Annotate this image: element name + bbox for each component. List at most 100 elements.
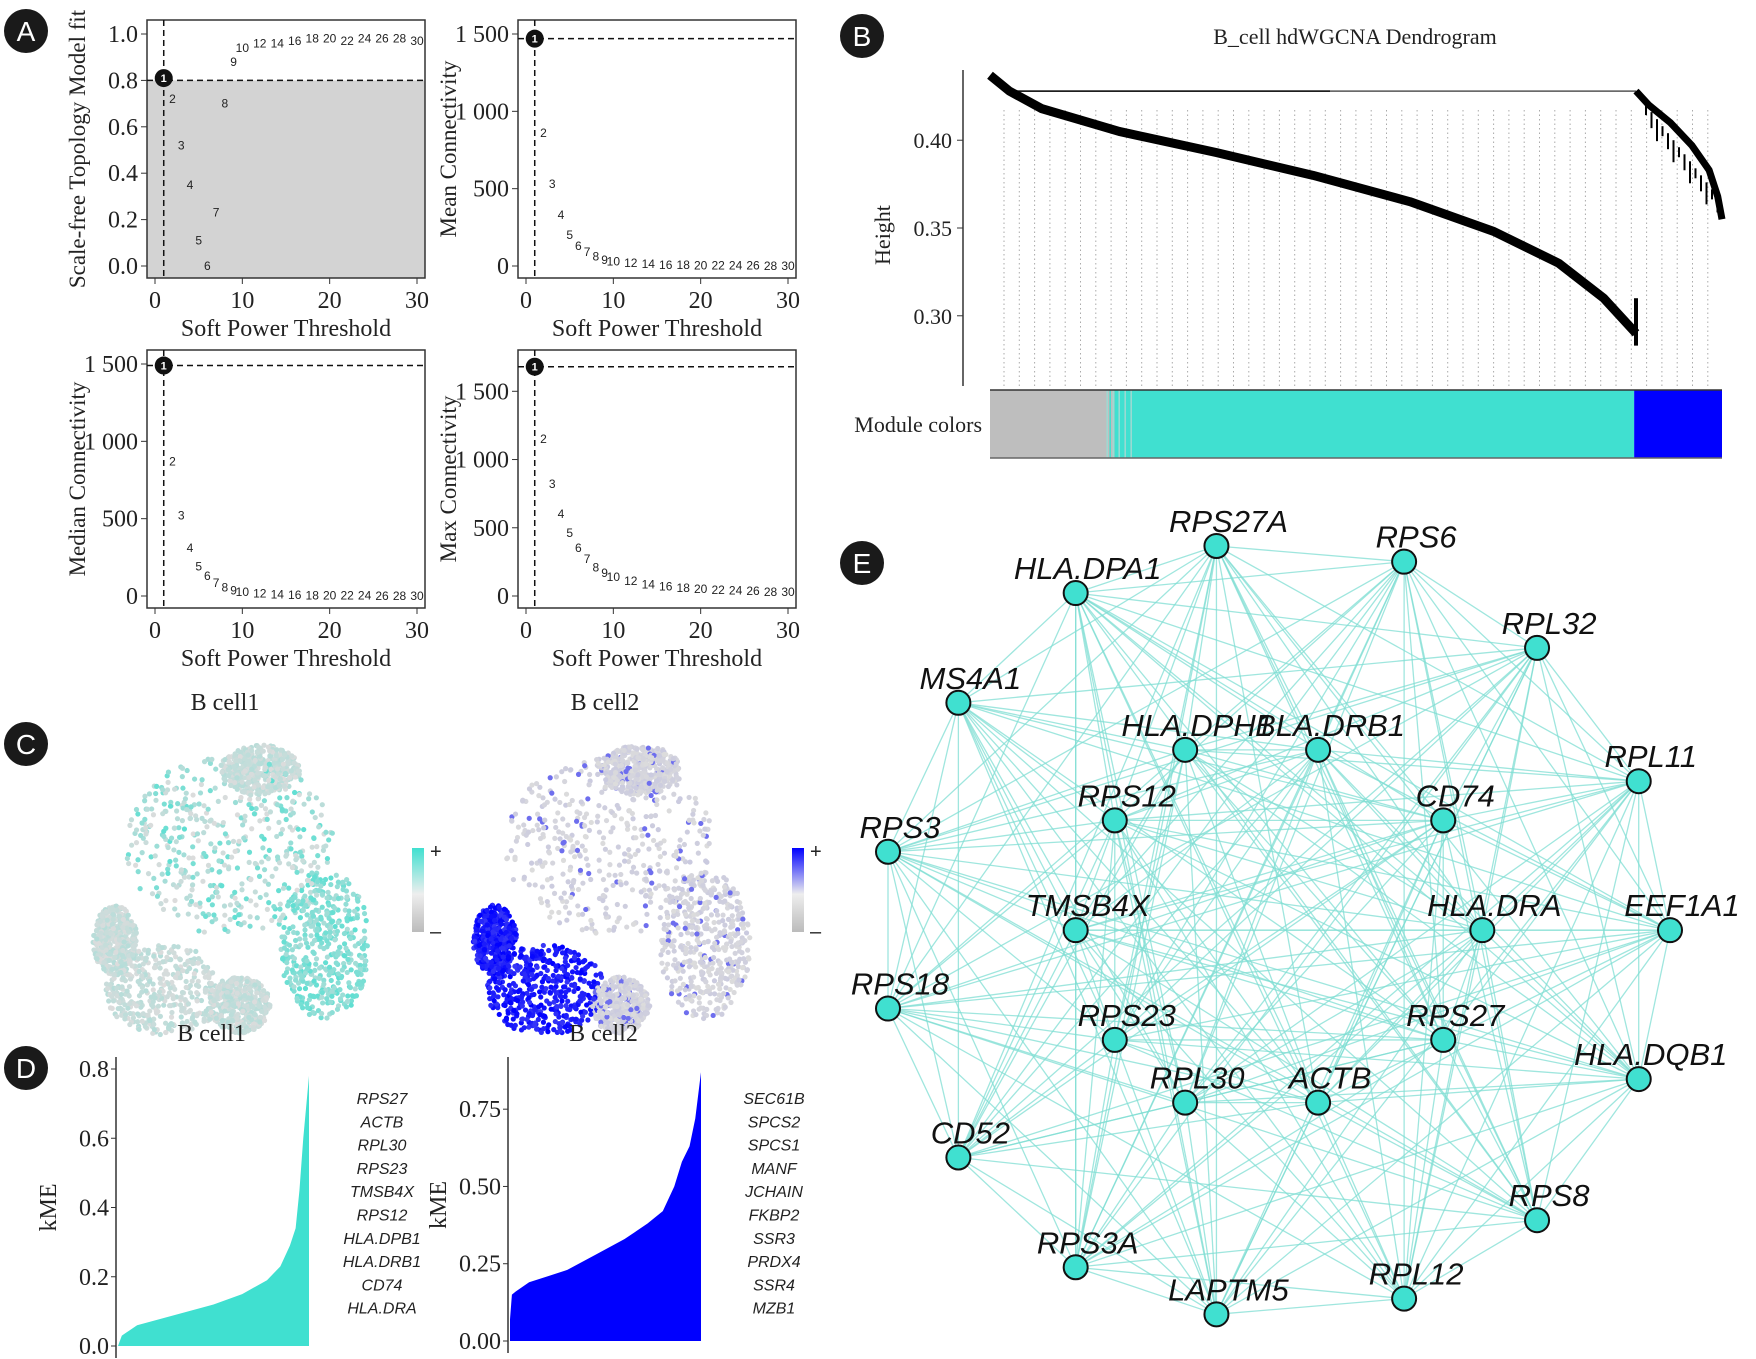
cell-point [562,994,568,1000]
panel-label-B: B [840,14,884,58]
cell-point [245,758,251,764]
y-tick-label: 0.8 [108,68,138,94]
cell-point [152,853,158,859]
cell-point [222,757,228,763]
cell-point [178,867,185,873]
cell-point [172,986,178,992]
cell-point [326,902,332,908]
cell-point [127,1010,133,1017]
cell-point [124,855,130,862]
point-label: 30 [410,589,424,603]
cell-point [235,975,241,982]
cell-point [572,854,578,860]
cell-point [268,788,274,794]
cell-point [261,742,267,748]
cell-point [193,902,199,908]
cell-point [581,814,588,821]
cell-point [201,929,207,935]
cell-point [573,964,579,971]
cell-point [257,818,263,824]
cell-point [209,902,215,908]
cell-point [330,909,336,916]
cell-point [545,1029,551,1035]
cell-point [303,940,310,946]
cell-point [616,862,623,868]
cell-point [658,904,664,911]
panel-label-circle [4,9,48,53]
cell-point [284,795,290,801]
cell-point [595,813,601,819]
cell-point [298,964,304,970]
cell-point [517,964,523,970]
cell-point [133,862,139,868]
cell-point [167,858,173,865]
point-label: 1 [532,34,538,46]
cell-point [248,876,254,882]
point-label: 7 [213,576,220,590]
module-transition-stripe [1118,390,1120,458]
cell-point [727,986,733,993]
point-label: 6 [575,541,582,555]
cell-point [649,823,656,829]
cell-point [174,884,180,890]
y-tick-label: 0.6 [108,115,138,141]
cell-point [199,777,205,783]
cell-point [129,842,135,848]
cell-point [606,872,612,878]
cell-point [191,776,198,782]
cell-point [363,918,369,924]
cell-point [711,954,717,961]
point-label: 9 [601,566,608,580]
cell-point [168,1014,175,1020]
cell-point [255,782,262,788]
cell-point [118,969,124,976]
cell-point [295,826,301,832]
cell-point [164,954,170,960]
cell-point [226,866,232,872]
cell-point [320,1000,326,1006]
cell-point [241,789,247,795]
cell-point [325,889,331,895]
cell-point [176,834,183,840]
cell-point [139,850,145,856]
cell-point [346,908,352,914]
cell-point [216,869,222,875]
cell-point [292,977,299,983]
cell-point [324,855,331,862]
y-tick-label: 500 [102,507,138,533]
cell-point [142,1024,149,1030]
cell-point [298,942,304,948]
cell-point [103,908,109,915]
cell-point [538,994,544,1000]
cell-point [189,978,195,984]
cell-point [345,993,351,999]
cell-point [165,769,172,775]
cell-point [655,861,661,868]
cell-point [221,903,228,909]
cell-point [638,996,644,1002]
cell-point [565,822,571,828]
cell-point [348,1002,354,1008]
cell-point [138,1004,144,1010]
cell-point [267,748,273,754]
cell-point [657,854,663,860]
cell-point [740,916,746,922]
cell-point [552,818,558,824]
cell-point [308,933,314,939]
cell-point [222,831,229,837]
point-label: 28 [393,32,407,46]
cell-point [109,993,115,1000]
cell-point [261,1017,268,1024]
cell-point [204,824,210,830]
point-label: 26 [375,589,389,603]
cell-point [579,843,585,849]
cell-point [222,912,228,918]
cell-point [232,907,238,913]
cell-point [314,926,321,932]
cell-point [703,810,709,816]
point-label: 4 [558,208,565,222]
cell-point [291,907,297,914]
cell-point [164,994,170,1000]
